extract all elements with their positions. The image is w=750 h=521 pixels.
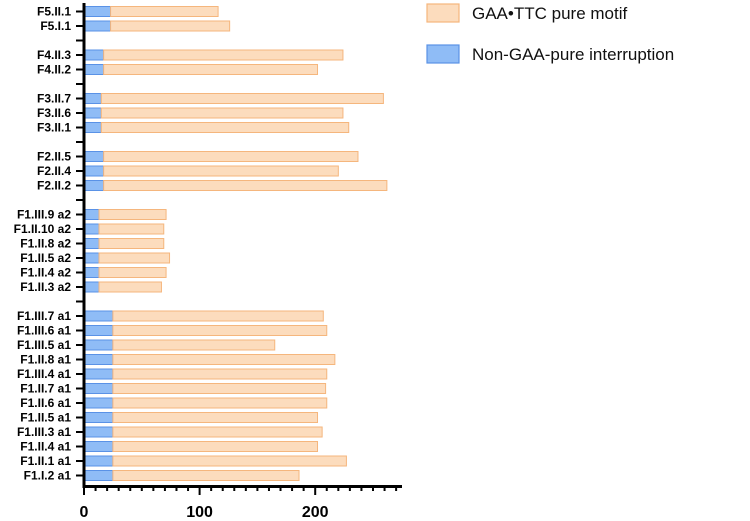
category-label: F1.III.6 a1	[17, 324, 71, 338]
bar-gaa-pure	[112, 412, 319, 423]
category-label: F3.II.1	[37, 121, 71, 135]
category-label: F1.II.7 a1	[20, 382, 71, 396]
bar-interruption	[83, 165, 105, 177]
x-axis-ticks: 0 100 200	[80, 486, 398, 521]
bar-gaa-pure	[98, 267, 167, 278]
bar-interruption	[83, 64, 105, 75]
bar-interruption	[83, 6, 112, 17]
bar-gaa-pure	[100, 107, 344, 119]
category-label: F1.II.8 a1	[20, 353, 71, 367]
legend: GAA•TTC pure motif Non-GAA-pure interrup…	[426, 3, 674, 64]
bar-interruption	[83, 122, 102, 133]
bar-interruption	[83, 209, 100, 220]
category-label: F3.II.7	[37, 92, 71, 106]
category-label: F2.II.2	[37, 179, 71, 193]
bar-interruption	[83, 310, 114, 322]
bar-gaa-pure	[112, 426, 323, 438]
category-label: F1.II.5 a2	[20, 251, 71, 265]
category-label: F1.II.3 a2	[20, 280, 71, 294]
bar-interruption	[83, 455, 114, 467]
bar-interruption	[83, 267, 100, 278]
category-label: F1.II.10 a2	[14, 222, 72, 236]
category-labels: F5.II.1F5.I.1F4.II.3F4.II.2F3.II.7F3.II.…	[14, 5, 72, 483]
bar-gaa-pure	[100, 122, 350, 133]
bar-gaa-pure	[112, 310, 324, 322]
category-label: F3.II.6	[37, 106, 71, 120]
bar-interruption	[83, 20, 112, 32]
legend-swatch-interruption	[426, 44, 460, 64]
bar-gaa-pure	[98, 209, 167, 220]
bar-gaa-pure	[103, 165, 339, 177]
legend-swatch-gaa	[426, 3, 460, 23]
category-label: F1.III.7 a1	[17, 309, 71, 323]
bar-gaa-pure	[112, 441, 319, 452]
category-label: F1.II.4 a1	[20, 440, 71, 454]
legend-label-gaa: GAA•TTC pure motif	[472, 4, 627, 23]
bar-interruption	[83, 223, 100, 235]
category-label: F1.II.6 a1	[20, 396, 71, 410]
bar-interruption	[83, 441, 114, 452]
bar-interruption	[83, 368, 114, 380]
bar-gaa-pure	[98, 252, 171, 264]
bar-gaa-pure	[103, 151, 359, 162]
bar-interruption	[83, 426, 114, 438]
category-label: F5.II.1	[37, 5, 71, 19]
bar-gaa-pure	[112, 455, 347, 467]
bar-interruption	[83, 339, 114, 351]
legend-label-interruption: Non-GAA-pure interruption	[472, 45, 674, 64]
bar-gaa-pure	[112, 470, 300, 481]
x-tick-label: 100	[186, 504, 213, 521]
category-label: F1.III.3 a1	[17, 425, 71, 439]
category-label: F1.III.4 a1	[17, 367, 71, 381]
category-label: F1.II.4 a2	[20, 266, 71, 280]
bar-interruption	[83, 238, 100, 249]
x-tick-label: 0	[80, 504, 89, 521]
bar-gaa-pure	[112, 368, 328, 380]
bar-interruption	[83, 281, 100, 293]
category-label: F4.II.3	[37, 48, 71, 62]
bar-interruption	[83, 180, 105, 191]
category-label: F1.III.9 a2	[17, 208, 71, 222]
bar-interruption	[83, 252, 100, 264]
category-label: F1.II.1 a1	[20, 454, 71, 468]
bar-interruption	[83, 383, 114, 394]
bar-interruption	[83, 412, 114, 423]
bar-interruption	[83, 49, 105, 61]
category-label: F5.I.1	[40, 19, 71, 33]
category-label: F4.II.2	[37, 63, 71, 77]
bar-gaa-pure	[103, 64, 319, 75]
bar-gaa-pure	[103, 49, 344, 61]
x-tick-label: 200	[302, 504, 329, 521]
bar-gaa-pure	[98, 281, 162, 293]
bar-interruption	[83, 151, 105, 162]
bar-interruption	[83, 93, 102, 104]
bar-gaa-pure	[112, 354, 336, 365]
bar-interruption	[83, 470, 114, 481]
bar-gaa-pure	[98, 223, 165, 235]
bar-interruption	[83, 325, 114, 336]
bar-gaa-pure	[112, 339, 276, 351]
bar-interruption	[83, 354, 114, 365]
bar-gaa-pure	[110, 6, 219, 17]
bar-gaa-pure	[110, 20, 231, 32]
category-label: F2.II.5	[37, 150, 71, 164]
category-label: F2.II.4	[37, 164, 71, 178]
bar-gaa-pure	[112, 325, 328, 336]
category-label: F1.III.5 a1	[17, 338, 71, 352]
bar-gaa-pure	[112, 383, 327, 394]
category-label: F1.II.5 a1	[20, 411, 71, 425]
bar-gaa-pure	[98, 238, 165, 249]
bars-layer	[83, 6, 388, 481]
bar-interruption	[83, 397, 114, 409]
bar-gaa-pure	[100, 93, 384, 104]
bar-gaa-pure	[103, 180, 388, 191]
bar-interruption	[83, 107, 102, 119]
bar-gaa-pure	[112, 397, 328, 409]
category-label: F1.I.2 a1	[24, 469, 72, 483]
category-label: F1.II.8 a2	[20, 237, 71, 251]
